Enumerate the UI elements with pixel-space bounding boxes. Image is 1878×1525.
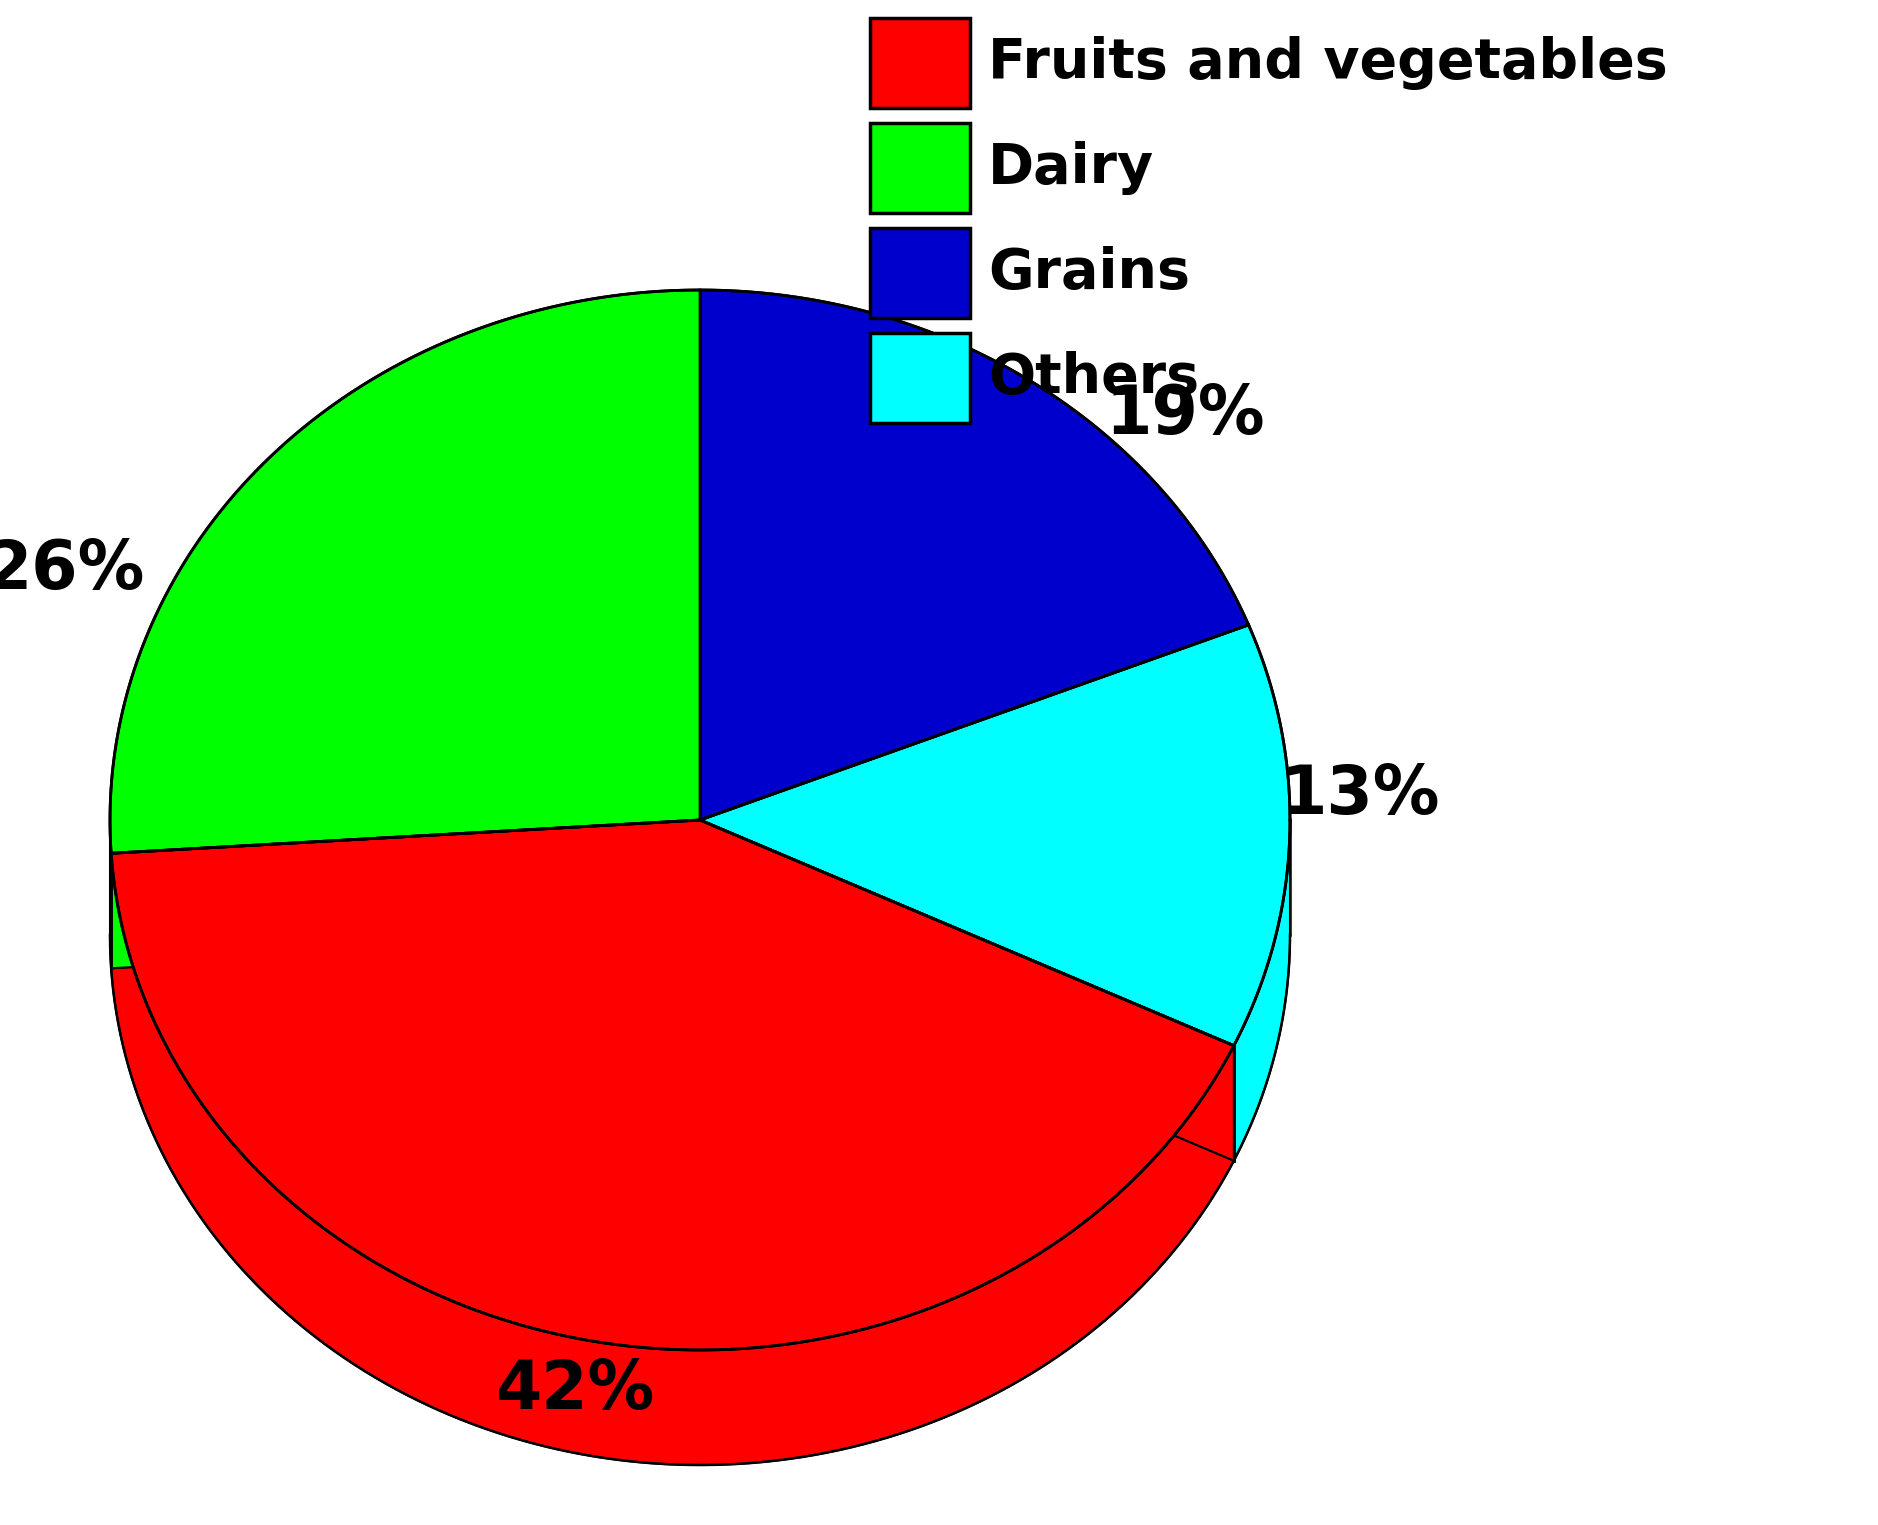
Text: 13%: 13% <box>1281 762 1440 828</box>
Polygon shape <box>111 290 700 854</box>
Text: Fruits and vegetables: Fruits and vegetables <box>988 37 1668 90</box>
Text: Dairy: Dairy <box>988 140 1155 195</box>
Text: 19%: 19% <box>1104 381 1264 448</box>
Polygon shape <box>111 820 700 968</box>
Polygon shape <box>1234 820 1290 1161</box>
Text: Others: Others <box>988 351 1200 406</box>
Polygon shape <box>111 854 1234 1466</box>
Polygon shape <box>700 625 1290 1046</box>
Bar <box>870 124 971 214</box>
Polygon shape <box>700 820 1234 1161</box>
Bar <box>870 229 971 319</box>
Bar <box>870 18 971 108</box>
Text: 26%: 26% <box>0 537 145 602</box>
Text: Grains: Grains <box>988 246 1191 300</box>
Polygon shape <box>700 290 1249 820</box>
Polygon shape <box>111 820 700 968</box>
Polygon shape <box>700 820 1234 1161</box>
Polygon shape <box>111 820 1234 1350</box>
Text: 42%: 42% <box>496 1357 655 1423</box>
Bar <box>870 332 971 422</box>
